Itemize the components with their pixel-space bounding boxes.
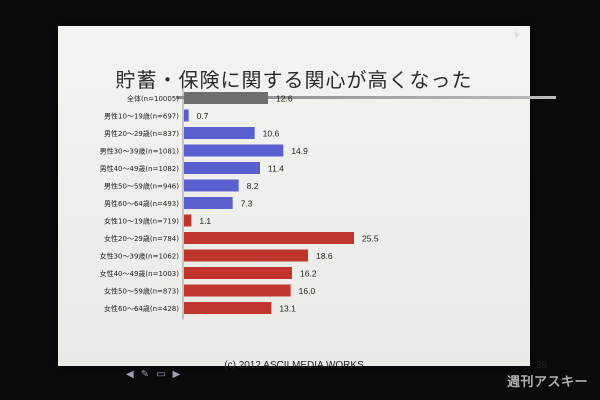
bar: [184, 302, 272, 314]
pen-icon[interactable]: ✎: [140, 369, 150, 380]
value-label: 18.6: [316, 251, 333, 261]
category-label: 女性40～49歳(n=1003): [100, 269, 180, 278]
bar: [184, 162, 260, 174]
value-label: 1.1: [199, 216, 211, 226]
bar: [184, 249, 308, 262]
slide-title: 貯蓄・保険に関する関心が高くなった: [115, 68, 473, 92]
bar: [184, 284, 291, 297]
value-label: 16.2: [300, 269, 317, 279]
bar: [184, 197, 233, 209]
value-label: 16.0: [299, 286, 316, 296]
category-label: 女性30～39歳(n=1062): [100, 252, 180, 261]
category-label: 男性50～59歳(n=946): [104, 182, 179, 191]
slide: 貯蓄・保険に関する関心が高くなった (c) 2012 ASCII MEDIA W…: [58, 26, 556, 380]
value-label: 8.2: [247, 181, 259, 191]
page-number: 38: [536, 360, 548, 371]
slide-nav: ◀ ✎ ▭ ▶: [126, 369, 180, 380]
category-label: 女性50～59歳(n=873): [104, 287, 179, 296]
value-label: 14.9: [291, 146, 308, 156]
arrow-left-icon[interactable]: ◀: [126, 369, 134, 380]
value-label: 0.7: [197, 111, 209, 121]
bar: [184, 232, 354, 244]
value-label: 12.6: [276, 94, 293, 104]
menu-icon[interactable]: ▭: [156, 369, 166, 380]
value-label: 25.5: [362, 234, 379, 244]
category-label: 女性20～29歳(n=784): [104, 234, 179, 243]
category-label: 男性40～49歳(n=1082): [100, 164, 180, 173]
bar: [184, 214, 192, 227]
category-label: 女性60～64歳(n=428): [104, 304, 179, 313]
category-label: 女性10～19歳(n=719): [104, 217, 179, 226]
bar: [184, 109, 189, 122]
category-label: 男性30～39歳(n=1081): [100, 147, 180, 156]
value-label: 11.4: [268, 164, 284, 174]
arrow-right-icon[interactable]: ▶: [172, 369, 181, 380]
bar: [184, 179, 239, 192]
slide-footer: (c) 2012 ASCII MEDIA WORKS: [224, 360, 364, 371]
bar: [184, 144, 284, 157]
bar: [184, 267, 292, 279]
category-label: 男性60～64歳(n=493): [104, 199, 179, 208]
watermark-logo: 週刊アスキー: [506, 375, 588, 390]
value-label: 7.3: [241, 199, 253, 209]
bar: [184, 127, 255, 139]
category-label: 全体(n=10005): [127, 94, 179, 103]
category-label: 男性20～29歳(n=837): [104, 129, 179, 138]
value-label: 10.6: [263, 129, 280, 139]
category-label: 男性10～19歳(n=697): [104, 112, 179, 121]
title-underline: [176, 96, 556, 99]
bar: [184, 92, 268, 104]
value-label: 13.1: [279, 304, 296, 314]
